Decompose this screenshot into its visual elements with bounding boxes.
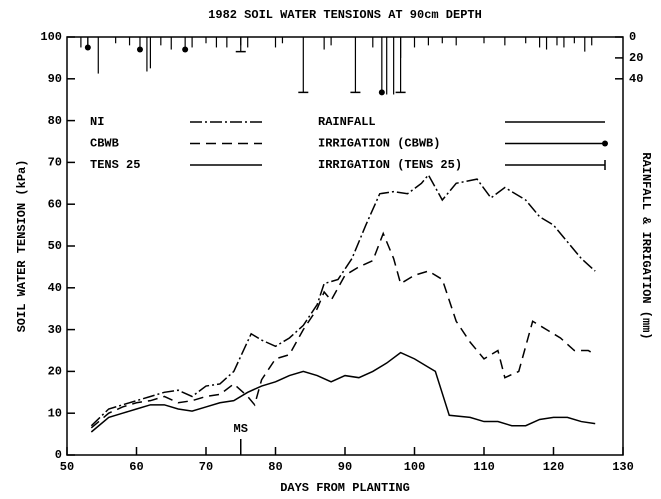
legend-label: RAINFALL (318, 115, 376, 129)
x-tick-label: 120 (543, 460, 565, 474)
y-tick-label: 30 (48, 323, 62, 337)
x-tick-label: 60 (129, 460, 143, 474)
y-tick-label: 70 (48, 156, 62, 170)
series-line (90, 351, 596, 433)
y-tick-label: 80 (48, 114, 62, 128)
x-tick-label: 110 (473, 460, 495, 474)
y-tick-label: 100 (40, 30, 62, 44)
series-line (90, 173, 596, 427)
legend-label: NI (90, 115, 104, 129)
legend-label: IRRIGATION (TENS 25) (318, 158, 462, 172)
y2-tick-label: 20 (629, 51, 643, 65)
legend-label: CBWB (90, 137, 119, 151)
y-tick-label: 0 (55, 448, 62, 462)
legend-label: IRRIGATION (CBWB) (318, 137, 440, 151)
irrigation-marker (136, 46, 143, 53)
legend-marker (602, 140, 608, 147)
chart-title: 1982 SOIL WATER TENSIONS AT 90cm DEPTH (208, 8, 482, 22)
x-axis-label: DAYS FROM PLANTING (280, 481, 410, 495)
legend-label: TENS 25 (90, 158, 140, 172)
y-axis-label: SOIL WATER TENSION (kPa) (15, 160, 29, 333)
x-tick-label: 80 (268, 460, 282, 474)
y-tick-label: 90 (48, 72, 62, 86)
y-tick-label: 60 (48, 197, 62, 211)
series-line (90, 231, 596, 429)
x-tick-label: 90 (338, 460, 352, 474)
irrigation-marker (182, 46, 189, 53)
y-tick-label: 50 (48, 239, 62, 253)
x-tick-label: 100 (404, 460, 426, 474)
plot-frame (66, 36, 624, 456)
y-tick-label: 40 (48, 281, 62, 295)
y2-tick-label: 40 (629, 72, 643, 86)
irrigation-marker (84, 44, 91, 51)
y-tick-label: 20 (48, 365, 62, 379)
irrigation-marker (378, 89, 385, 96)
y2-tick-label: 0 (629, 30, 636, 44)
y-tick-label: 10 (48, 406, 62, 420)
y2-axis-label: RAINFALL & IRRIGATION (mm) (639, 152, 653, 339)
annotation-label: MS (234, 422, 248, 436)
x-tick-label: 50 (60, 460, 74, 474)
x-tick-label: 70 (199, 460, 213, 474)
x-tick-label: 130 (612, 460, 634, 474)
